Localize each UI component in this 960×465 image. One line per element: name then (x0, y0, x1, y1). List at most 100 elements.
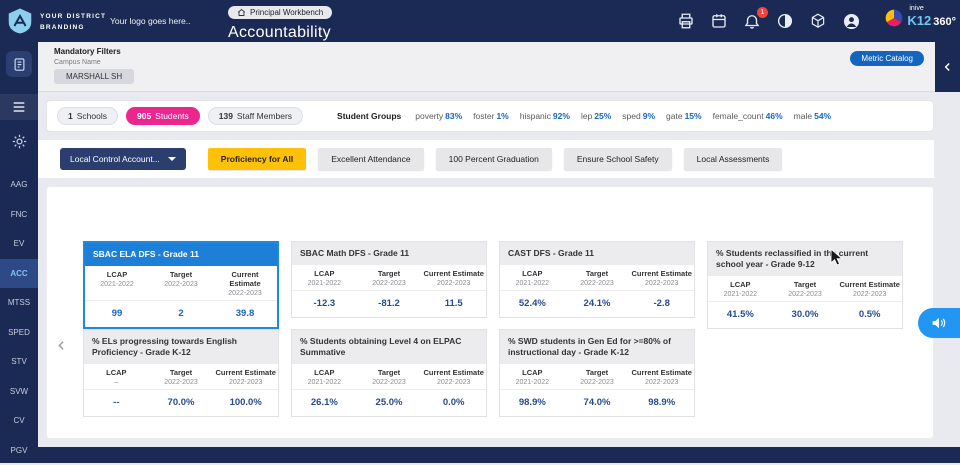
breadcrumb[interactable]: Principal Workbench (228, 6, 332, 19)
col-label: Current Estimate (631, 269, 692, 278)
metric-catalog-button[interactable]: Metric Catalog (850, 51, 924, 66)
sidebar-item-sped[interactable]: SPED (0, 318, 38, 348)
journal-button[interactable] (6, 51, 32, 77)
cube-icon[interactable] (809, 12, 827, 30)
estimate-value: 0.0% (421, 390, 486, 416)
bell-icon[interactable]: 1 (743, 12, 761, 30)
tab-excellent-attendance[interactable]: Excellent Attendance (318, 148, 423, 170)
metric-column: Current Estimate 2022-2023 (213, 266, 277, 300)
lcap-value: -12.3 (292, 291, 357, 317)
target-value: 25.0% (357, 390, 422, 416)
sidebar-item-acc[interactable]: ACC (0, 259, 38, 289)
metric-card-elpac-level4[interactable]: % Students obtaining Level 4 on ELPAC Su… (291, 329, 487, 417)
estimate-value: 39.8 (213, 301, 277, 327)
metric-card-title: CAST DFS - Grade 11 (500, 242, 694, 265)
group-value: 15% (685, 111, 702, 121)
sidebar-item-stv[interactable]: STV (0, 347, 38, 377)
hamburger-icon (11, 99, 27, 115)
col-label: Target (567, 368, 628, 377)
metric-column: LCAP– (84, 364, 149, 389)
col-period: 2022-2023 (567, 280, 628, 287)
district-name-line1: YOUR DISTRICT (40, 11, 106, 22)
logo-tagline: Your logo goes here.. (110, 16, 191, 26)
sidebar-item-pgv[interactable]: PGV (0, 436, 38, 465)
target-value: -81.2 (357, 291, 422, 317)
goal-plan-dropdown[interactable]: Local Control Account... (60, 148, 186, 170)
staff-chip[interactable]: 139 Staff Members (208, 107, 303, 125)
group-name: gate (666, 111, 683, 121)
goals-bar: Local Control Account... Proficiency for… (38, 140, 934, 178)
stats-bar: 1 Schools 905 Students 139 Staff Members… (46, 100, 934, 132)
tab-local-assessments[interactable]: Local Assessments (684, 148, 783, 170)
lcap-value: 99 (85, 301, 149, 327)
contrast-icon[interactable] (776, 12, 794, 30)
sidebar-item-fnc[interactable]: FNC (0, 200, 38, 230)
settings-button[interactable] (0, 133, 38, 150)
col-period: 2022-2023 (215, 290, 275, 297)
home-icon (237, 8, 246, 17)
metric-card-title: % Students reclassified in the current s… (708, 242, 902, 276)
brand-inive-label: inive (909, 5, 956, 12)
metric-card-values: 26.1% 25.0% 0.0% (292, 390, 486, 416)
tab-ensure-school-safety[interactable]: Ensure School Safety (564, 148, 672, 170)
group-value: 46% (766, 111, 783, 121)
col-period: 2021-2022 (710, 291, 771, 298)
sidebar-item-mtss[interactable]: MTSS (0, 288, 38, 318)
sidebar-item-aag[interactable]: AAG (0, 170, 38, 200)
col-label: Target (151, 368, 212, 377)
group-name: foster (473, 111, 494, 121)
staff-label: Staff Members (237, 111, 292, 121)
lcap-value: 98.9% (500, 390, 565, 416)
metric-card-title: % ELs progressing towards English Profic… (84, 330, 278, 364)
col-label: Target (567, 269, 628, 278)
scroll-left-button[interactable] (55, 339, 68, 357)
target-value: 2 (149, 301, 213, 327)
col-label: Current Estimate (215, 270, 275, 288)
sidebar-item-svw[interactable]: SVW (0, 377, 38, 407)
col-label: Current Estimate (631, 368, 692, 377)
mandatory-filters-label: Mandatory Filters (54, 47, 121, 56)
collapse-panel-button[interactable] (935, 42, 960, 92)
col-period: 2022-2023 (215, 379, 276, 386)
metric-card-reclassified[interactable]: % Students reclassified in the current s… (707, 241, 903, 329)
text-to-speech-button[interactable] (918, 308, 960, 338)
metric-card-values: -- 70.0% 100.0% (84, 390, 278, 416)
campus-filter-chip[interactable]: MARSHALL SH (54, 69, 134, 84)
students-chip[interactable]: 905 Students (126, 107, 200, 125)
tab-proficiency-for-all[interactable]: Proficiency for All (208, 148, 306, 170)
metric-card-els-progress[interactable]: % ELs progressing towards English Profic… (83, 329, 279, 417)
schools-chip[interactable]: 1 Schools (57, 107, 118, 125)
col-period: 2022-2023 (151, 379, 212, 386)
col-label: Target (359, 368, 420, 377)
chevron-left-icon (941, 60, 955, 74)
col-period: 2022-2023 (359, 379, 420, 386)
menu-toggle-button[interactable] (0, 94, 38, 120)
printer-icon[interactable] (677, 12, 695, 30)
col-label: Current Estimate (839, 280, 900, 289)
tab-100-percent-graduation[interactable]: 100 Percent Graduation (436, 148, 552, 170)
lcap-value: 52.4% (500, 291, 565, 317)
brand-360-label: 360° (933, 16, 956, 28)
col-label: LCAP (87, 270, 147, 279)
avatar-icon[interactable] (842, 12, 860, 30)
sidebar-item-cv[interactable]: CV (0, 406, 38, 436)
sidebar-item-ev[interactable]: EV (0, 229, 38, 259)
metric-card-title: SBAC Math DFS - Grade 11 (292, 242, 486, 265)
metric-card-swd-gened[interactable]: % SWD students in Gen Ed for >=80% of in… (499, 329, 695, 417)
sidebar-nav: AAG FNC EV ACC MTSS SPED STV SVW CV PGV (0, 170, 38, 465)
chevron-left-icon (55, 339, 68, 352)
calendar-icon[interactable] (710, 12, 728, 30)
col-period: 2022-2023 (839, 291, 900, 298)
